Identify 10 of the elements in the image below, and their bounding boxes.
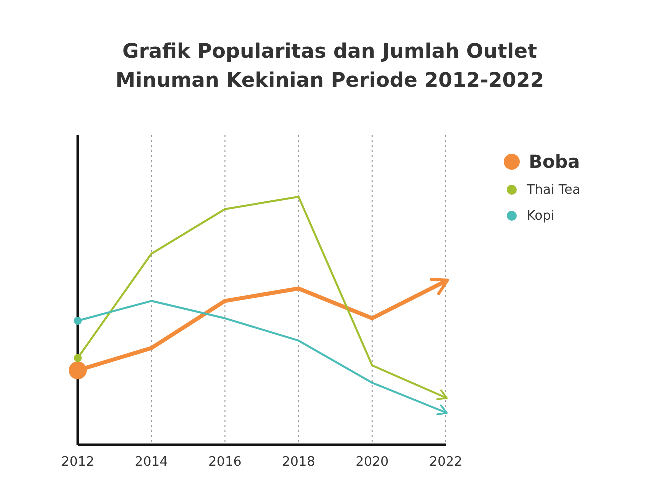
x-tick-label: 2016 [208, 455, 242, 470]
chart-title: Grafik Popularitas dan Jumlah Outlet Minuman Kekinian Periode 2012-2022 [116, 39, 544, 92]
legend-label: Kopi [527, 209, 555, 224]
x-tick-label: 2012 [61, 455, 95, 470]
legend-label: Thai Tea [526, 183, 581, 198]
x-tick-label: 2020 [356, 455, 389, 470]
legend-label: Boba [529, 152, 580, 173]
x-tick-label: 2014 [135, 455, 168, 470]
x-tick-label: 2018 [282, 455, 316, 470]
x-tick-label: 2022 [429, 455, 463, 470]
